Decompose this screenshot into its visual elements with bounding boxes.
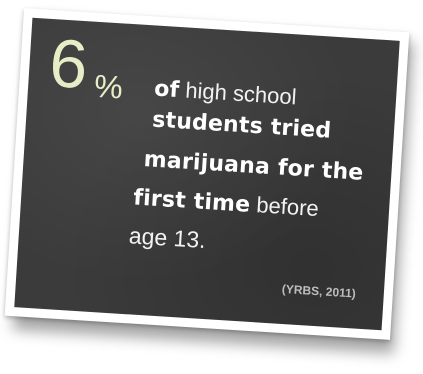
stat-line-1: of high school — [153, 76, 298, 110]
line1-part-a: of — [153, 76, 181, 104]
photo-card: 6 % of high school students tried mariju… — [4, 8, 410, 340]
line4-part-a: first time — [132, 185, 252, 218]
stat-line-2: students tried — [151, 107, 332, 144]
stat-line-5: age 13. — [128, 222, 207, 254]
chalkboard: 6 % of high school students tried mariju… — [14, 17, 400, 331]
stat-percent-sign: % — [93, 67, 124, 106]
stat-number: 6 — [47, 24, 90, 104]
citation: (YRBS, 2011) — [281, 281, 357, 301]
stat-line-4: first time before — [132, 185, 320, 222]
line4-part-b: before — [249, 191, 320, 222]
line1-part-b: high school — [178, 77, 298, 110]
stat-line-3: marijuana for the — [143, 147, 365, 186]
